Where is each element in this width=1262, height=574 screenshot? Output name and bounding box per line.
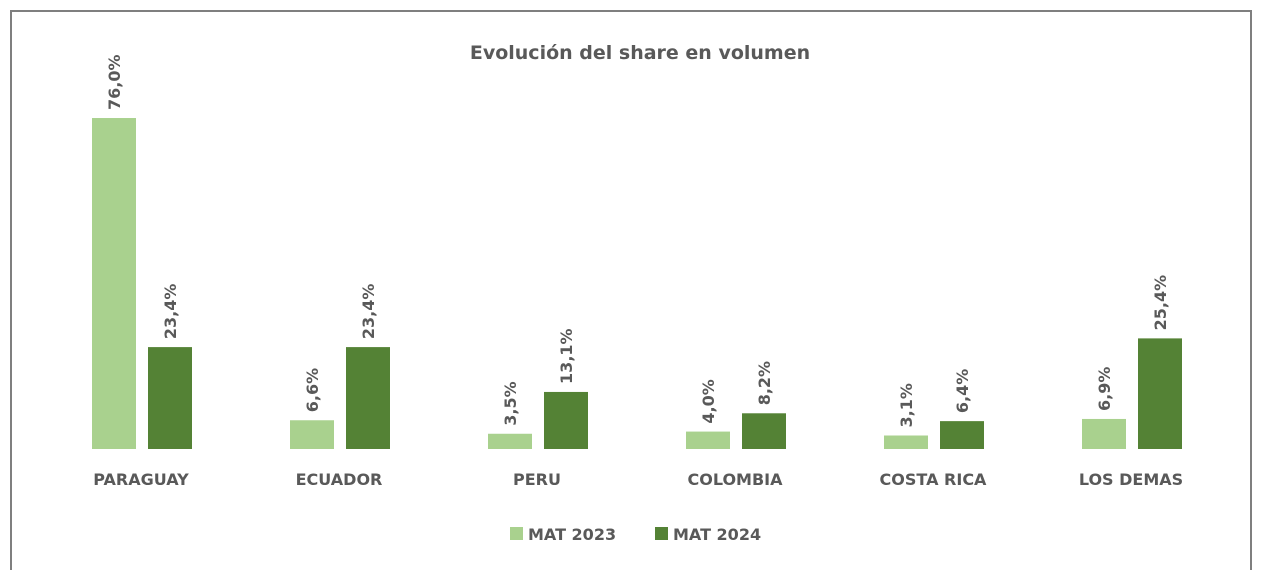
x-tick-label: ECUADOR [296, 470, 383, 489]
legend-swatch [655, 527, 668, 540]
bar [544, 391, 588, 449]
data-label: 3,1% [897, 383, 916, 427]
frame [10, 10, 1252, 574]
data-label: 3,5% [501, 381, 520, 425]
data-label: 8,2% [755, 361, 774, 405]
data-label: 23,4% [359, 284, 378, 340]
bar [488, 433, 532, 449]
x-tick-label: PERU [513, 470, 561, 489]
legend-label: MAT 2023 [528, 525, 616, 544]
bar [742, 413, 786, 449]
bar [940, 421, 984, 449]
x-tick-label: PARAGUAY [93, 470, 189, 489]
bar [346, 347, 390, 449]
data-label: 25,4% [1151, 275, 1170, 331]
data-label: 23,4% [161, 284, 180, 340]
data-label: 76,0% [105, 55, 124, 111]
x-tick-label: LOS DEMAS [1079, 470, 1183, 489]
data-label: 6,4% [953, 369, 972, 413]
data-label: 4,0% [699, 379, 718, 423]
bar [1138, 338, 1182, 449]
bar [290, 420, 334, 449]
data-label: 6,6% [303, 368, 322, 412]
legend-label: MAT 2024 [673, 525, 761, 544]
legend-swatch [510, 527, 523, 540]
bar [884, 435, 928, 449]
bar [686, 431, 730, 449]
bar [1082, 418, 1126, 449]
bar [148, 347, 192, 449]
x-tick-label: COSTA RICA [880, 470, 988, 489]
data-label: 13,1% [557, 328, 576, 384]
data-label: 6,9% [1095, 367, 1114, 411]
chart-title: Evolución del share en volumen [470, 42, 810, 64]
x-tick-label: COLOMBIA [687, 470, 783, 489]
bar [92, 118, 136, 450]
